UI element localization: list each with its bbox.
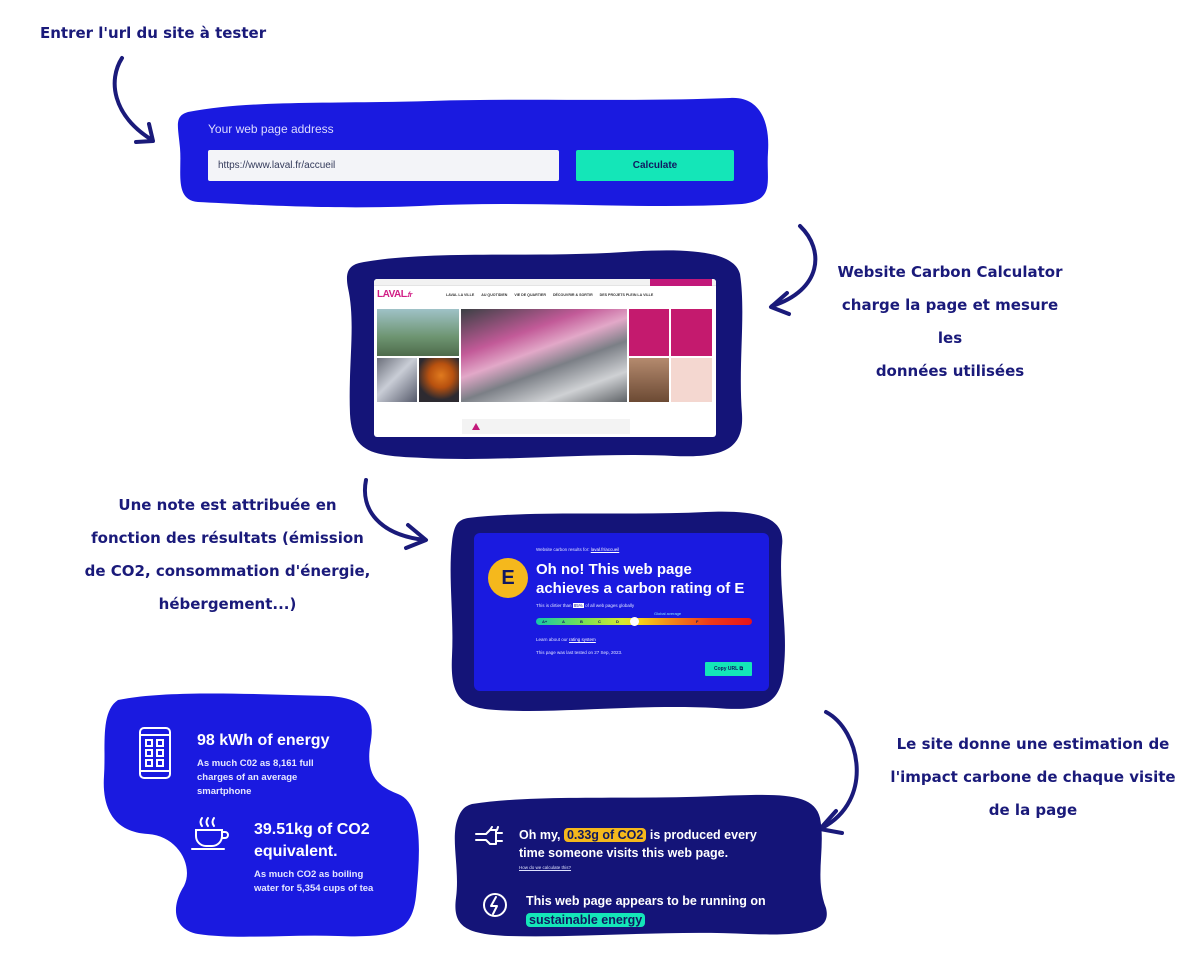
annotation-line: fonction des résultats (émission	[91, 529, 364, 547]
site-search-bar	[650, 279, 712, 286]
grade-badge: E	[488, 558, 528, 598]
site-topbar	[374, 279, 716, 286]
co2-desc-line: As much CO2 as boiling	[254, 869, 364, 880]
annotation-line: de CO2, consommation d'énergie,	[84, 562, 371, 580]
energy-description: As much C02 as 8,161 full charges of an …	[197, 757, 314, 799]
news-tile[interactable]	[671, 358, 712, 402]
energy-desc-line: charges of an average	[197, 772, 298, 783]
rating-system-link[interactable]: rating system	[569, 637, 596, 642]
co2-title: 39.51kg of CO2 equivalent.	[254, 819, 370, 863]
copy-url-label: Copy URL	[713, 666, 739, 672]
annotation-enter-url: Entrer l'url du site à tester	[40, 24, 267, 42]
green-energy-icon	[483, 893, 507, 917]
co2-suffix: is produced every	[649, 828, 757, 842]
annotation-line: charge la page et mesure les	[841, 296, 1059, 347]
co2-panel-background	[454, 794, 827, 937]
copy-url-button[interactable]: Copy URL ⧉	[705, 662, 752, 676]
annotation-line: de la page	[988, 801, 1078, 819]
co2-desc-line: water for 5,354 cups of tea	[254, 883, 374, 894]
address-label: Your web page address	[208, 122, 334, 136]
co2-title-line: 39.51kg of CO2	[254, 821, 370, 838]
scale-letter: B	[580, 619, 583, 624]
site-menu-item[interactable]: DÉCOUVRIR & SORTIR	[552, 293, 593, 297]
energy-sentence: This web page appears to be running on s…	[526, 892, 766, 929]
rating-scale-bar: A+ A B C D E F	[536, 617, 752, 626]
scale-letter: F	[696, 619, 699, 624]
site-logo-text: LAVAL	[377, 289, 407, 300]
energy-desc-line: As much C02 as 8,161 full	[197, 758, 314, 769]
sustainable-energy-highlight: sustainable energy	[526, 913, 646, 927]
annotation-estimate: Le site donne une estimation de l'impact…	[888, 728, 1178, 827]
co2-highlight: 0.33g of CO2	[563, 828, 647, 842]
energy-desc-line: smartphone	[197, 786, 252, 797]
news-tile[interactable]	[629, 309, 669, 356]
results-prefix: Website carbon results for:	[536, 547, 590, 552]
news-tile[interactable]	[671, 309, 712, 356]
annotation-line: l'impact carbone de chaque visite	[890, 768, 1176, 786]
dirtier-percent: 85%	[572, 603, 584, 608]
news-tile[interactable]	[629, 358, 669, 402]
site-logo: LAVAL.fr	[377, 289, 412, 300]
lightning-plug-icon	[475, 826, 503, 845]
calculate-button[interactable]: Calculate	[576, 150, 734, 181]
news-tile[interactable]	[377, 358, 417, 402]
website-screenshot: LAVAL.fr LAVAL LA VILLE AU QUOTIDIEN VIE…	[374, 279, 716, 437]
global-average-label: Global average	[654, 611, 682, 616]
smartphone-icon	[139, 727, 171, 779]
co2-sentence: Oh my, 0.33g of CO2 is produced every ti…	[519, 826, 757, 862]
how-calculate-link[interactable]: How do we calculate this?	[519, 865, 572, 870]
rating-title: Oh no! This web page achieves a carbon r…	[536, 560, 744, 598]
annotation-calculator: Website Carbon Calculator charge la page…	[830, 256, 1070, 388]
annotation-rating: Une note est attribuée en fonction des r…	[80, 489, 375, 621]
annotation-line: Une note est attribuée en	[118, 496, 337, 514]
energy-sentence-line2: sustainable energy	[526, 911, 766, 929]
scale-letter: A+	[542, 619, 548, 624]
news-tile[interactable]	[419, 358, 459, 402]
site-menu: LAVAL LA VILLE AU QUOTIDIEN VIE DE QUART…	[446, 293, 696, 297]
learn-rating: Learn about our rating system	[536, 637, 596, 642]
annotation-line: Le site donne une estimation de	[896, 735, 1170, 753]
site-logo-suffix: .fr	[406, 292, 412, 299]
site-menu-item[interactable]: AU QUOTIDIEN	[481, 293, 508, 297]
dirtier-prefix: This is dirtier than	[536, 603, 572, 608]
energy-sentence-line1: This web page appears to be running on	[526, 894, 766, 908]
tested-on: This page was last tested on 27 Sep, 202…	[536, 650, 623, 655]
scale-letter: C	[598, 619, 601, 624]
news-tile[interactable]	[377, 309, 459, 356]
scale-letter: A	[562, 619, 565, 624]
dirtier-suffix: of all web pages globally	[585, 603, 635, 608]
annotation-line: hébergement...)	[158, 595, 297, 613]
results-for: Website carbon results for: laval.fr/acc…	[536, 547, 619, 552]
co2-sentence-line1: Oh my, 0.33g of CO2 is produced every	[519, 826, 757, 844]
site-menu-item[interactable]: LAVAL LA VILLE	[446, 293, 475, 297]
learn-prefix: Learn about our	[536, 637, 568, 642]
scale-letter: D	[616, 619, 619, 624]
url-input[interactable]: https://www.laval.fr/accueil	[208, 150, 559, 181]
stats-panel-background	[103, 693, 419, 937]
rating-title-line: achieves a carbon rating of E	[536, 580, 745, 597]
site-footer-band	[462, 419, 630, 434]
dirtier-than: This is dirtier than 85% of all web page…	[536, 603, 634, 608]
co2-title-line: equivalent.	[254, 843, 338, 860]
tea-cup-icon	[191, 817, 229, 850]
results-link[interactable]: laval.fr/accueil	[590, 547, 620, 552]
annotation-line: Website Carbon Calculator	[837, 263, 1063, 281]
co2-prefix: Oh my,	[519, 828, 561, 842]
alert-icon	[472, 423, 480, 430]
co2-description: As much CO2 as boiling water for 5,354 c…	[254, 868, 373, 896]
rating-title-line: Oh no! This web page	[536, 561, 692, 578]
site-menu-item[interactable]: DES PROJETS PLEIN LA VILLE	[599, 293, 654, 297]
annotation-line: données utilisées	[875, 362, 1025, 380]
copy-icon: ⧉	[739, 666, 744, 672]
energy-title: 98 kWh of energy	[197, 732, 330, 749]
site-menu-item[interactable]: VIE DE QUARTIER	[514, 293, 546, 297]
news-tile[interactable]	[461, 309, 627, 402]
rating-marker	[630, 617, 639, 626]
co2-sentence-line2: time someone visits this web page.	[519, 846, 729, 860]
